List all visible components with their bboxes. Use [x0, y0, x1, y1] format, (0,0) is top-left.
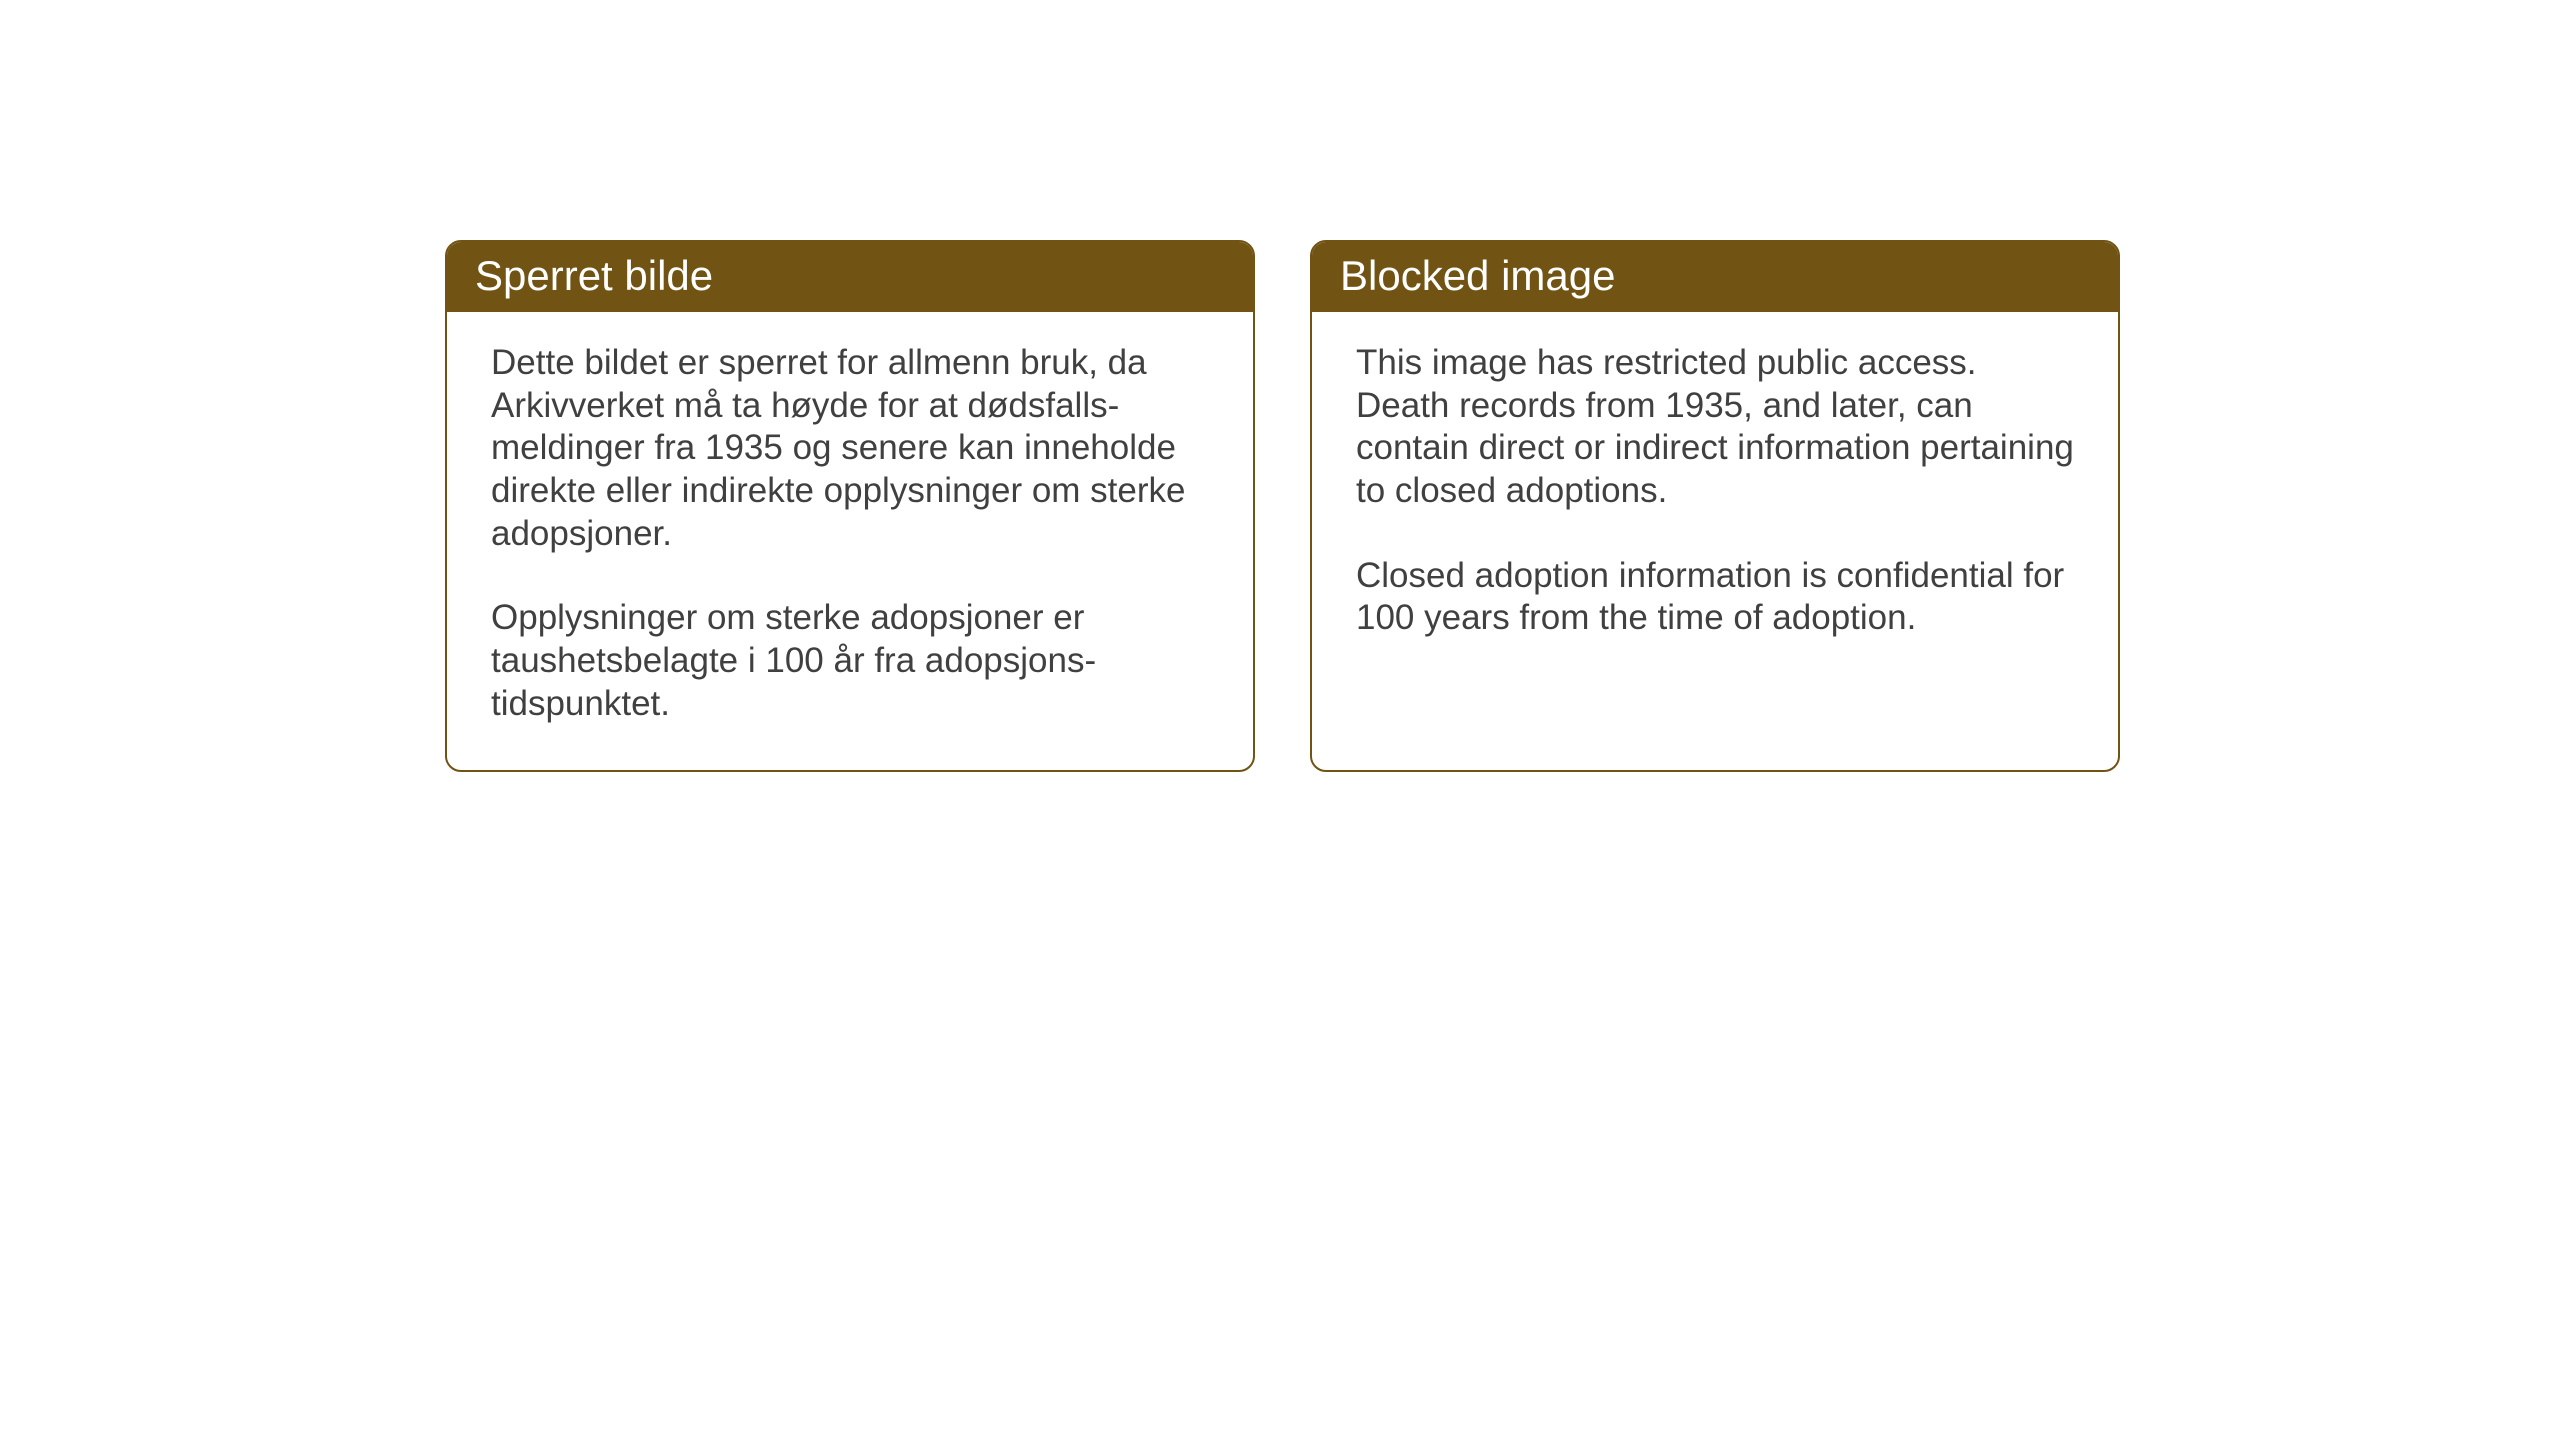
english-paragraph-1: This image has restricted public access.… — [1356, 342, 2074, 513]
notice-card-english: Blocked image This image has restricted … — [1310, 240, 2120, 772]
card-body-english: This image has restricted public access.… — [1312, 312, 2118, 684]
norwegian-paragraph-1: Dette bildet er sperret for allmenn bruk… — [491, 342, 1209, 555]
card-body-norwegian: Dette bildet er sperret for allmenn bruk… — [447, 312, 1253, 770]
notice-container: Sperret bilde Dette bildet er sperret fo… — [445, 240, 2120, 772]
english-paragraph-2: Closed adoption information is confident… — [1356, 555, 2074, 640]
card-header-norwegian: Sperret bilde — [447, 242, 1253, 312]
notice-card-norwegian: Sperret bilde Dette bildet er sperret fo… — [445, 240, 1255, 772]
card-header-english: Blocked image — [1312, 242, 2118, 312]
norwegian-paragraph-2: Opplysninger om sterke adopsjoner er tau… — [491, 597, 1209, 725]
